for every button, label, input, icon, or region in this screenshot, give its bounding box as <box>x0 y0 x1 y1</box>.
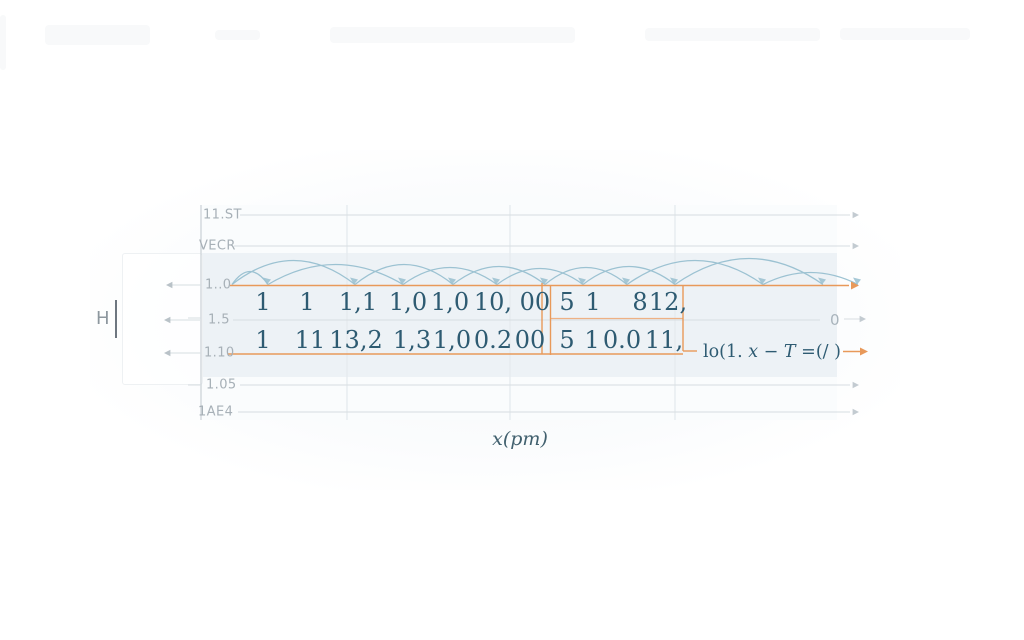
arrowhead-right <box>852 408 859 416</box>
plot-panel-upper <box>202 205 837 253</box>
row-number-token: 0.2 <box>473 326 513 354</box>
formula-minus: − <box>758 342 784 362</box>
hop-arc-arrowhead <box>350 277 358 285</box>
formula-prefix: lo(1. <box>703 342 749 362</box>
formula-annotation: lo(1. x − T =(/ ) <box>703 342 841 362</box>
axis-tick-label: 1.5 <box>208 312 230 328</box>
arrowhead-right <box>852 381 859 389</box>
arrowhead-right <box>851 281 859 290</box>
axis-tick-label: 1..0 <box>205 277 232 293</box>
hop-arc <box>452 265 546 286</box>
axis-tick-label: 11.ST <box>203 207 242 223</box>
hop-arc-arrowhead <box>670 277 678 285</box>
row-number-token: 5 <box>559 326 575 354</box>
row-number-token: 5 <box>559 288 575 316</box>
hop-arc-arrowhead <box>818 277 826 285</box>
row-number-token: 1,3 <box>392 326 432 354</box>
ghost-artifact <box>215 30 260 40</box>
row-number-token: 11 <box>294 326 326 354</box>
hop-arc <box>496 267 584 286</box>
hop-arc <box>267 263 404 286</box>
row-number-token: 1 <box>255 288 271 316</box>
row-number-token: 1 <box>299 288 315 316</box>
hop-arc-arrowhead <box>758 277 766 285</box>
hop-arc-arrowhead <box>853 277 861 285</box>
plot-panel <box>202 253 837 377</box>
axis-tick-label: 1.05 <box>206 377 237 393</box>
row-number-token: 1 <box>255 326 271 354</box>
hop-arc <box>544 266 628 286</box>
ghost-artifact <box>330 27 575 43</box>
hop-arc <box>231 270 269 285</box>
row-number-token: 00 <box>514 326 546 354</box>
hop-arc <box>626 259 764 286</box>
row-number-token: 11, <box>644 326 684 354</box>
row-number-token: 13,2 <box>329 326 383 354</box>
x-axis-label: x(pm) <box>492 428 548 450</box>
row-number-token: 8 <box>632 288 648 316</box>
row-number-token: 10, 00 <box>473 288 551 316</box>
hop-arc <box>674 257 824 286</box>
hop-arc-arrowhead <box>492 277 500 285</box>
arrowhead-right <box>852 211 859 219</box>
row-number-token: 1 <box>585 288 601 316</box>
hop-arc <box>402 266 498 286</box>
axis-tick-label: VECR <box>199 238 236 254</box>
left-margin-panel <box>122 253 203 385</box>
hop-arc-arrowhead <box>578 277 586 285</box>
row-number-token: 1,0 <box>432 326 472 354</box>
arrowhead-left <box>166 281 173 289</box>
hop-arc-arrowhead <box>398 277 406 285</box>
hop-arc <box>231 259 356 286</box>
plot-panel-lower <box>202 377 837 420</box>
text-cursor-bar <box>115 300 117 338</box>
ghost-artifact <box>0 15 6 70</box>
arrowhead-right <box>860 347 868 356</box>
margin-cursor-text: H <box>96 308 110 329</box>
formula-suffix: =(/ ) <box>795 342 841 362</box>
row-number-token: 1,1 <box>338 288 378 316</box>
arrowhead-right <box>859 315 866 323</box>
ghost-artifact <box>645 28 820 41</box>
ghost-artifact <box>840 28 970 40</box>
row-number-token: 1,0 <box>430 288 470 316</box>
row-number-token: 12, <box>648 288 688 316</box>
row-number-token: 0.0 <box>602 326 642 354</box>
hop-arc <box>582 265 676 286</box>
right-zero-label: 0 <box>830 311 840 329</box>
row-number-token: 1 <box>584 326 600 354</box>
row-number-token: 1,0 <box>388 288 428 316</box>
hop-arc-arrowhead <box>540 277 548 285</box>
hop-arc-arrowhead <box>622 277 630 285</box>
formula-var-x: x <box>748 342 759 362</box>
axis-tick-label: 1AE4 <box>198 404 234 420</box>
arrowhead-left <box>164 349 171 357</box>
arrowhead-right <box>852 242 859 250</box>
hop-arc-arrowhead <box>448 277 456 285</box>
arrowhead-left <box>164 316 171 324</box>
axis-tick-label: 1.10 <box>204 345 235 361</box>
ghost-artifact <box>45 25 150 45</box>
hop-arc-arrowhead <box>263 277 271 285</box>
hop-arc <box>762 271 859 286</box>
hop-arc <box>354 264 454 286</box>
formula-var-T: T <box>783 342 796 362</box>
